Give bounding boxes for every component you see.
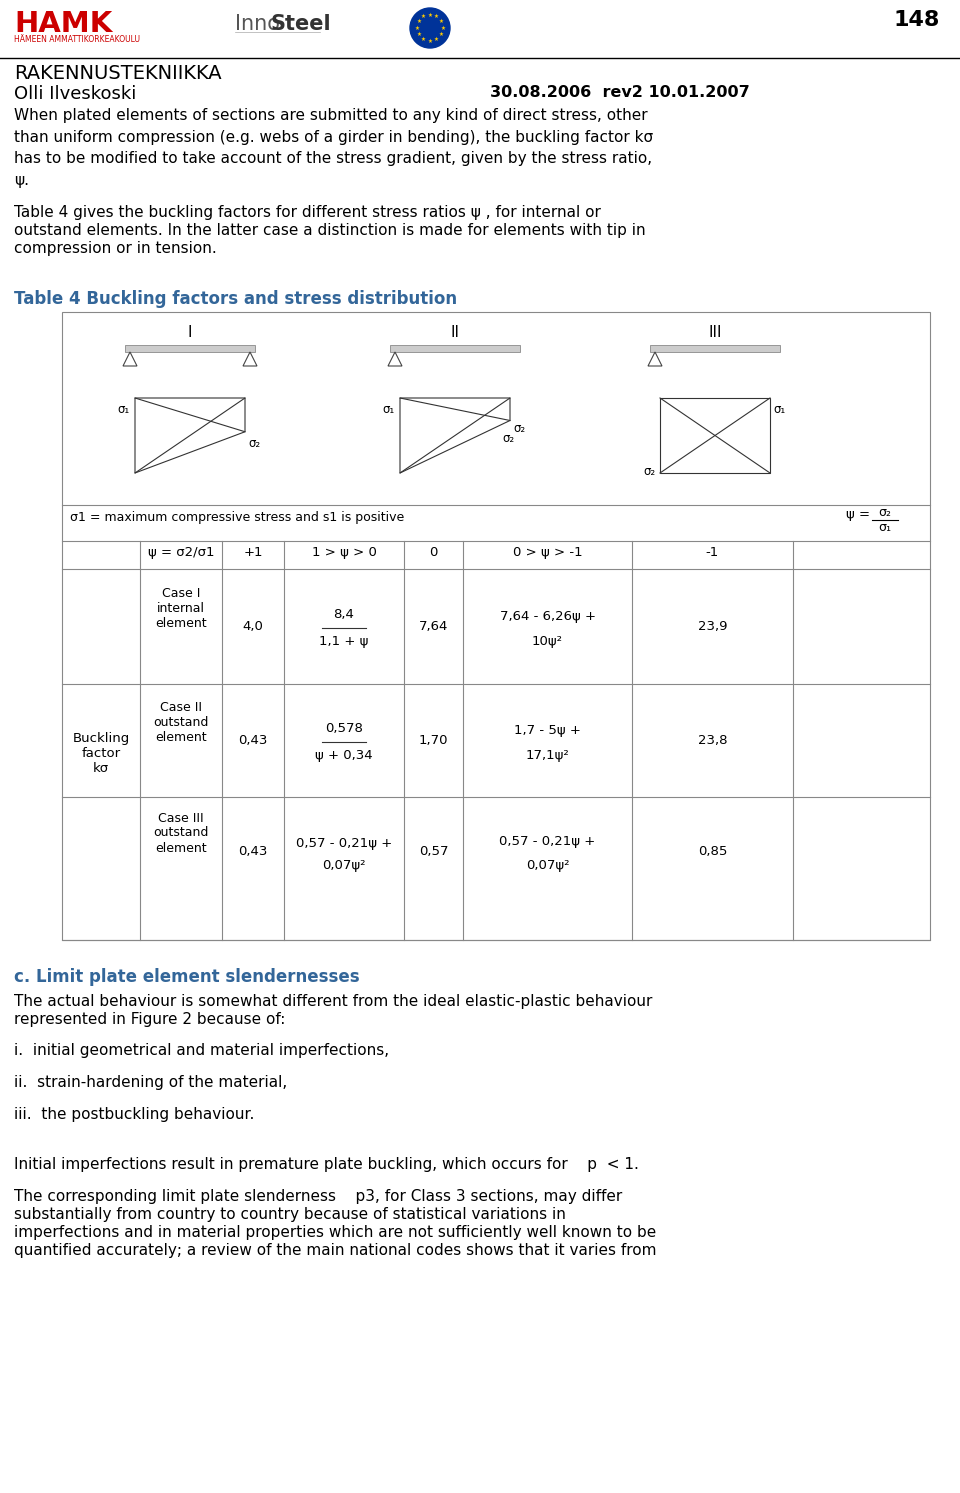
Text: ★: ★ (427, 12, 432, 18)
Text: ★: ★ (434, 15, 439, 19)
Text: 0,578: 0,578 (325, 723, 363, 735)
Text: σ₂: σ₂ (513, 423, 525, 436)
Text: 0,57: 0,57 (419, 845, 448, 857)
Text: 0,43: 0,43 (238, 845, 268, 857)
Text: Case II
outstand
element: Case II outstand element (154, 702, 208, 744)
Text: σ₂: σ₂ (878, 506, 892, 520)
Circle shape (410, 7, 450, 48)
Text: 4,0: 4,0 (243, 620, 263, 633)
Text: RAKENNUSTEKNIIKKA: RAKENNUSTEKNIIKKA (14, 64, 222, 84)
Text: 1,1 + ψ: 1,1 + ψ (320, 635, 369, 648)
Text: ★: ★ (439, 19, 444, 24)
Text: i.  initial geometrical and material imperfections,: i. initial geometrical and material impe… (14, 1044, 389, 1059)
Text: ★: ★ (421, 37, 426, 42)
Text: outstand elements. In the latter case a distinction is made for elements with ti: outstand elements. In the latter case a … (14, 222, 646, 237)
Text: 23,9: 23,9 (698, 620, 728, 633)
Text: 148: 148 (894, 10, 940, 30)
Text: σ₂: σ₂ (643, 464, 655, 478)
Text: 8,4: 8,4 (333, 608, 354, 621)
Text: 10ψ²: 10ψ² (532, 635, 563, 648)
Bar (650, 345, 780, 352)
Text: ψ = σ2/σ1: ψ = σ2/σ1 (148, 546, 214, 558)
Text: compression or in tension.: compression or in tension. (14, 240, 217, 255)
Text: ii.  strain-hardening of the material,: ii. strain-hardening of the material, (14, 1075, 287, 1090)
Text: 17,1ψ²: 17,1ψ² (526, 748, 569, 761)
Text: Initial imperfections result in premature plate buckling, which occurs for    p : Initial imperfections result in prematur… (14, 1157, 638, 1172)
Text: Olli Ilveskoski: Olli Ilveskoski (14, 85, 136, 103)
Text: σ₁: σ₁ (773, 403, 785, 417)
Text: factor: factor (82, 746, 121, 760)
Text: 1,7 - 5ψ +: 1,7 - 5ψ + (514, 724, 581, 738)
Text: Table 4 Buckling factors and stress distribution: Table 4 Buckling factors and stress dist… (14, 290, 457, 308)
Text: 0,57 - 0,21ψ +: 0,57 - 0,21ψ + (296, 836, 392, 850)
Text: 0,85: 0,85 (698, 845, 727, 857)
Text: I: I (188, 325, 192, 340)
Text: ★: ★ (417, 19, 421, 24)
Text: The actual behaviour is somewhat different from the ideal elastic-plastic behavi: The actual behaviour is somewhat differe… (14, 994, 653, 1009)
Text: ★: ★ (434, 37, 439, 42)
Text: 1,70: 1,70 (419, 735, 448, 746)
Text: Buckling: Buckling (72, 732, 130, 745)
Text: 0: 0 (429, 546, 438, 558)
Text: σ₁: σ₁ (383, 403, 395, 417)
Text: Inno: Inno (235, 13, 280, 34)
Text: ★: ★ (427, 39, 432, 43)
Text: σ1 = maximum compressive stress and s1 is positive: σ1 = maximum compressive stress and s1 i… (70, 511, 404, 524)
Text: σ₂: σ₂ (248, 437, 260, 449)
Text: 0 > ψ > -1: 0 > ψ > -1 (513, 546, 583, 558)
Text: HÄMEEN AMMATTIKORKEAKOULU: HÄMEEN AMMATTIKORKEAKOULU (14, 34, 140, 43)
Text: 0,07ψ²: 0,07ψ² (323, 858, 366, 872)
Text: σ₂: σ₂ (502, 433, 515, 445)
Bar (390, 345, 520, 352)
Text: 0,43: 0,43 (238, 735, 268, 746)
Text: iii.  the postbuckling behaviour.: iii. the postbuckling behaviour. (14, 1106, 254, 1123)
Text: c. Limit plate element slendernesses: c. Limit plate element slendernesses (14, 967, 360, 985)
Text: II: II (450, 325, 460, 340)
Text: σ₁: σ₁ (878, 521, 892, 534)
Text: 7,64 - 6,26ψ +: 7,64 - 6,26ψ + (499, 611, 595, 623)
Text: Table 4 gives the buckling factors for different stress ratios ψ , for internal : Table 4 gives the buckling factors for d… (14, 205, 601, 219)
Text: ★: ★ (421, 15, 426, 19)
Text: substantially from country to country because of statistical variations in: substantially from country to country be… (14, 1206, 565, 1221)
Text: represented in Figure 2 because of:: represented in Figure 2 because of: (14, 1012, 285, 1027)
Text: 0,07ψ²: 0,07ψ² (526, 858, 569, 872)
Text: +1: +1 (243, 546, 263, 558)
Text: imperfections and in material properties which are not sufficiently well known t: imperfections and in material properties… (14, 1224, 657, 1241)
Text: 30.08.2006  rev2 10.01.2007: 30.08.2006 rev2 10.01.2007 (490, 85, 750, 100)
Text: Case III
outstand
element: Case III outstand element (154, 812, 208, 854)
Text: σ₁: σ₁ (118, 403, 130, 417)
Text: Steel: Steel (270, 13, 330, 34)
Text: kσ: kσ (93, 761, 109, 775)
Text: -1: -1 (706, 546, 719, 558)
Text: ★: ★ (417, 31, 421, 37)
Text: The corresponding limit plate slenderness    p3, for Class 3 sections, may diffe: The corresponding limit plate slendernes… (14, 1188, 622, 1203)
Text: 0,57 - 0,21ψ +: 0,57 - 0,21ψ + (499, 835, 595, 848)
Text: Case I
internal
element: Case I internal element (156, 587, 206, 630)
Text: HAMK: HAMK (14, 10, 112, 37)
Bar (125, 345, 255, 352)
Bar (62, 312, 930, 941)
Text: 23,8: 23,8 (698, 735, 728, 746)
Text: III: III (708, 325, 722, 340)
Text: 7,64: 7,64 (419, 620, 448, 633)
Text: When plated elements of sections are submitted to any kind of direct stress, oth: When plated elements of sections are sub… (14, 107, 653, 188)
Text: ★: ★ (439, 31, 444, 37)
Text: 1 > ψ > 0: 1 > ψ > 0 (312, 546, 376, 558)
Text: ★: ★ (441, 25, 445, 30)
Text: ψ =: ψ = (846, 508, 870, 521)
Text: ★: ★ (415, 25, 420, 30)
Text: quantified accurately; a review of the main national codes shows that it varies : quantified accurately; a review of the m… (14, 1244, 657, 1259)
Text: ψ + 0,34: ψ + 0,34 (315, 748, 372, 761)
